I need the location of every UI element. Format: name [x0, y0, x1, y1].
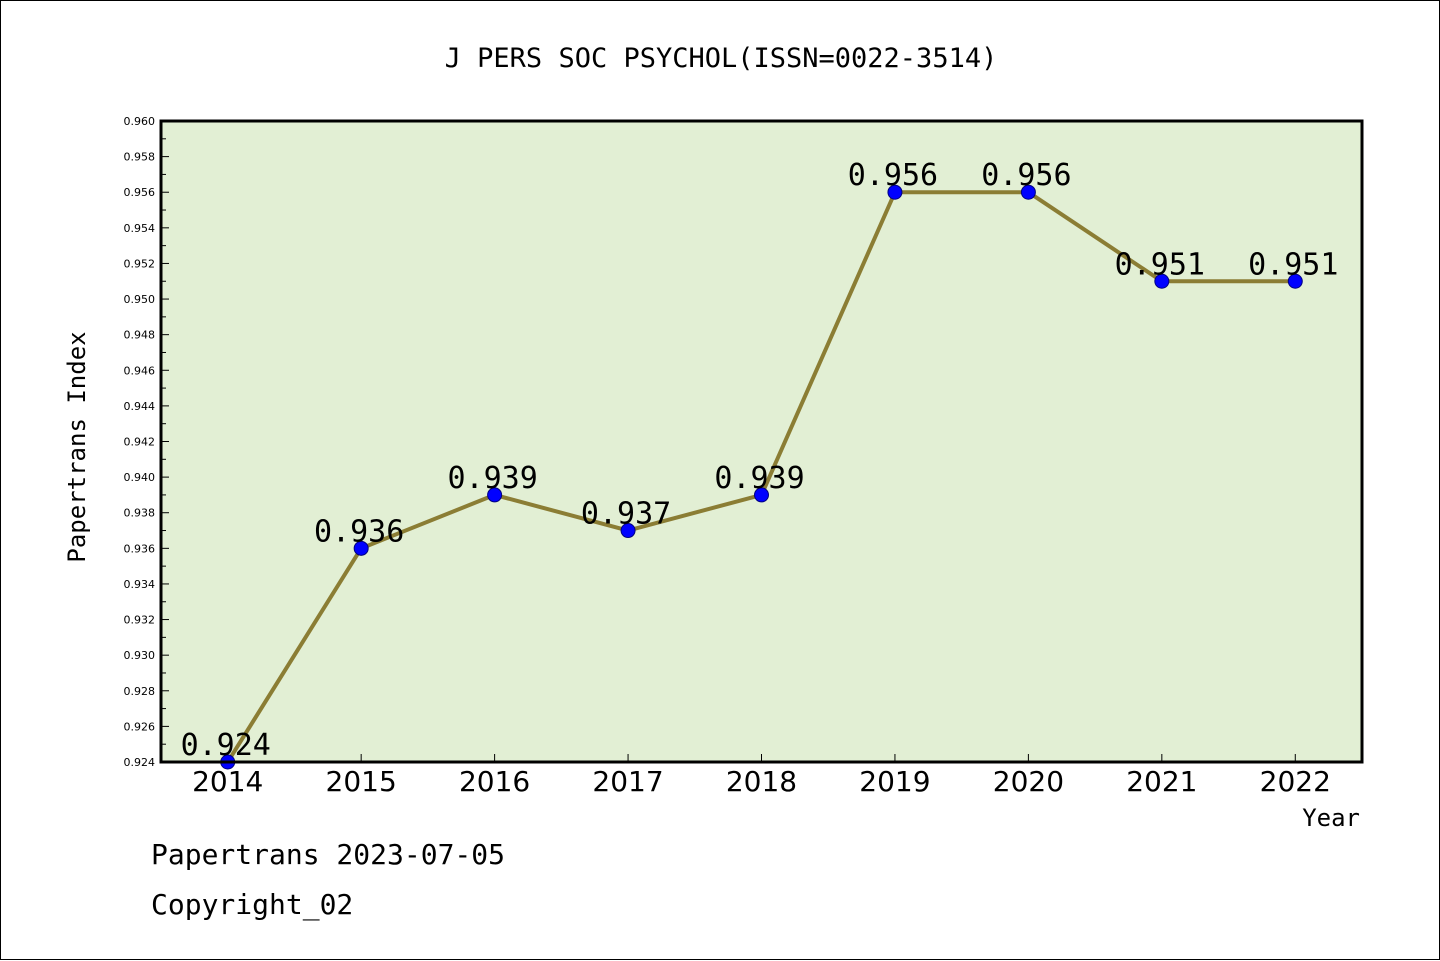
x-tick-label: 2015 — [326, 765, 397, 798]
x-axis-title: Year — [1302, 804, 1360, 832]
y-tick-label: 0.928 — [124, 685, 156, 698]
y-tick-label: 0.960 — [124, 115, 156, 128]
data-point — [620, 523, 636, 539]
data-point — [754, 487, 769, 503]
footer-source: Papertrans 2023-07-05 — [151, 838, 505, 871]
y-tick-label: 0.958 — [124, 151, 156, 164]
y-tick-label: 0.938 — [124, 507, 156, 520]
y-tick-label: 0.942 — [124, 436, 156, 449]
data-label: 0.939 — [714, 461, 804, 496]
y-tick-label: 0.934 — [124, 578, 156, 591]
y-axis-title: Papertrans Index — [63, 331, 91, 562]
series-layer — [220, 184, 1303, 770]
y-axis: 0.924 0.926 0.928 0.930 0.932 0.934 0.936 0.938… — [124, 115, 169, 769]
y-tick-label: 0.956 — [124, 186, 156, 199]
data-label: 0.924 — [181, 728, 271, 763]
y-tick-label: 0.932 — [124, 614, 156, 627]
x-tick-label: 2021 — [1126, 765, 1197, 798]
x-tick-label: 2019 — [859, 765, 930, 798]
data-label: 0.956 — [848, 158, 938, 193]
data-label: 0.936 — [314, 514, 404, 549]
y-tick-label: 0.952 — [124, 257, 156, 270]
y-tick-label: 0.940 — [124, 471, 156, 484]
x-axis: 2014 2015 2016 2017 2018 2019 2020 2021 2022 — [192, 754, 1331, 798]
data-point — [1154, 273, 1170, 289]
data-point — [1287, 273, 1303, 289]
y-tick-label: 0.924 — [124, 756, 156, 769]
footer-copyright: Copyright_02 — [151, 888, 353, 922]
data-label: 0.937 — [581, 497, 671, 532]
plot-area — [161, 121, 1362, 762]
data-label: 0.951 — [1115, 247, 1205, 282]
y-tick-label: 0.936 — [124, 542, 156, 555]
y-tick-label: 0.950 — [124, 293, 156, 306]
x-tick-label: 2017 — [592, 765, 663, 798]
x-tick-label: 2020 — [993, 765, 1064, 798]
y-tick-label: 0.954 — [124, 222, 156, 235]
chart-title: J PERS SOC PSYCHOL(ISSN=0022-3514) — [445, 43, 998, 74]
data-point — [353, 540, 369, 556]
y-tick-label: 0.930 — [124, 649, 156, 662]
x-tick-label: 2022 — [1260, 765, 1331, 798]
y-tick-label: 0.944 — [124, 400, 156, 413]
data-point — [887, 184, 903, 200]
y-tick-label: 0.948 — [124, 329, 156, 342]
data-label: 0.951 — [1248, 247, 1338, 282]
x-tick-label: 2016 — [459, 765, 530, 798]
x-tick-label: 2018 — [726, 765, 797, 798]
plot-frame — [159, 119, 1364, 764]
data-label: 0.956 — [981, 158, 1071, 193]
data-point — [487, 487, 503, 503]
data-labels: 0.924 0.936 0.939 0.937 0.939 0.956 0.956 0.951… — [181, 158, 1339, 763]
data-label: 0.939 — [447, 461, 537, 496]
x-tick-label: 2014 — [192, 765, 263, 798]
y-tick-label: 0.946 — [124, 364, 156, 377]
y-tick-label: 0.926 — [124, 720, 156, 733]
data-point — [1020, 184, 1036, 200]
